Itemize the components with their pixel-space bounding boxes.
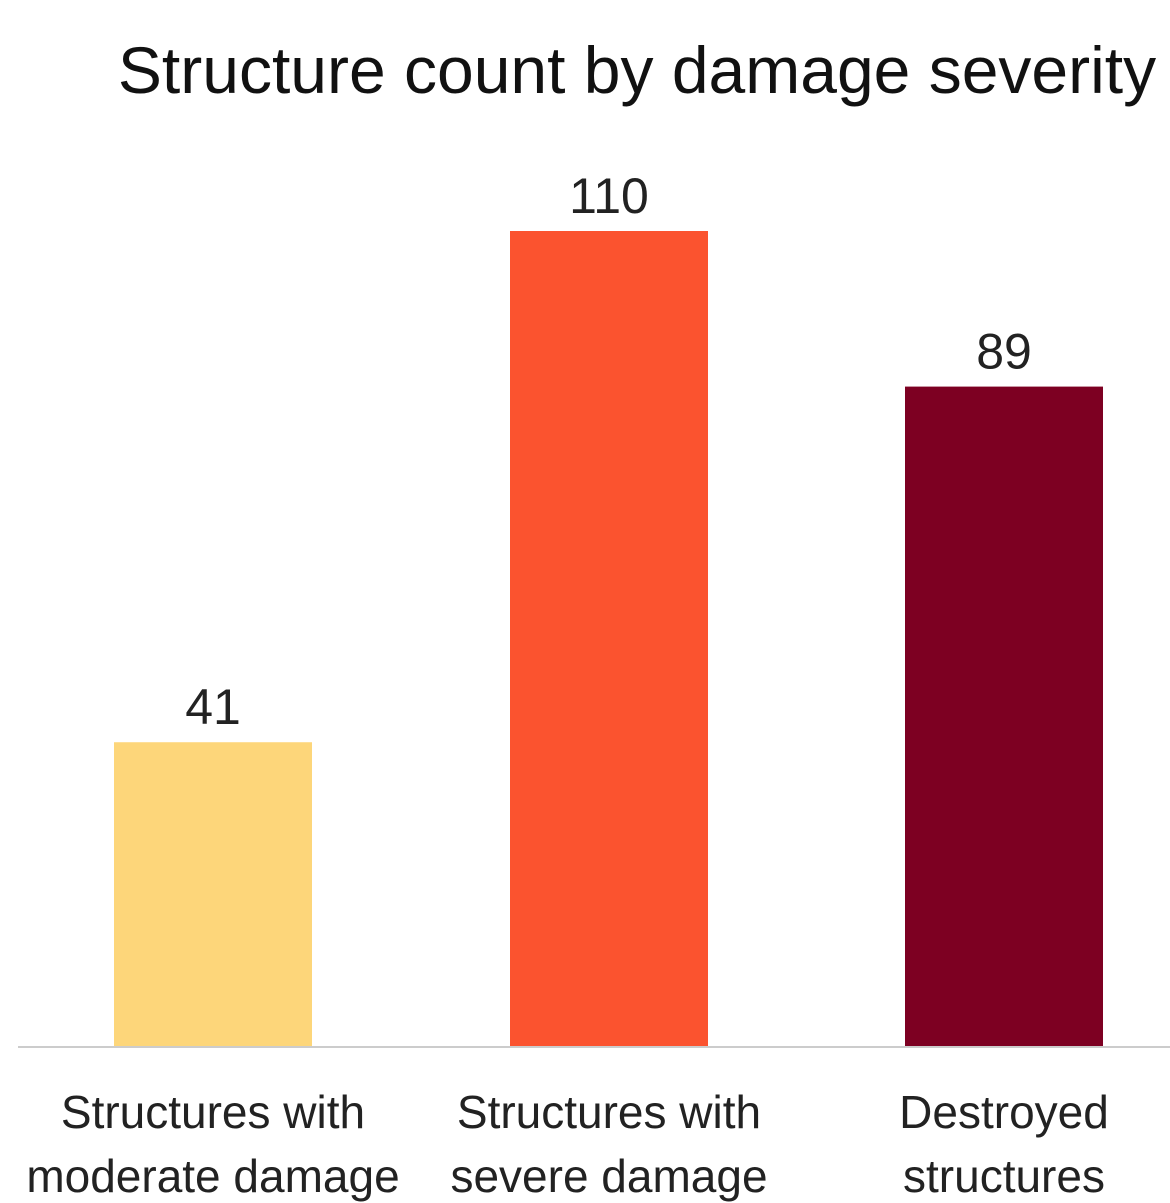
data-label-1: 41 — [185, 679, 241, 735]
x-tick-label-2: Structures with severe damage — [450, 1086, 767, 1202]
bars-group — [114, 231, 1103, 1046]
x-tick-label-1: Structures with moderate damage — [26, 1086, 399, 1202]
data-label-3: 89 — [976, 324, 1032, 380]
x-tick-label-2-line-2: severe damage — [450, 1150, 767, 1202]
chart-title: Structure count by damage severity — [118, 33, 1156, 107]
bar-3 — [905, 386, 1103, 1046]
x-tick-labels-group: Structures with moderate damageStructures… — [26, 1086, 1109, 1202]
x-tick-label-1-line-2: moderate damage — [26, 1150, 399, 1202]
x-tick-label-1-line-1: Structures with — [61, 1086, 365, 1138]
bar-1 — [114, 742, 312, 1046]
x-tick-label-3-line-1: Destroyed — [899, 1086, 1109, 1138]
bar-2 — [510, 231, 708, 1046]
x-tick-label-3-line-2: structures — [903, 1150, 1105, 1202]
data-label-2: 110 — [569, 168, 649, 224]
x-tick-label-3: Destroyed structures — [899, 1086, 1109, 1202]
data-labels-group: 41 110 89 — [185, 168, 1032, 735]
x-tick-label-2-line-1: Structures with — [457, 1086, 761, 1138]
